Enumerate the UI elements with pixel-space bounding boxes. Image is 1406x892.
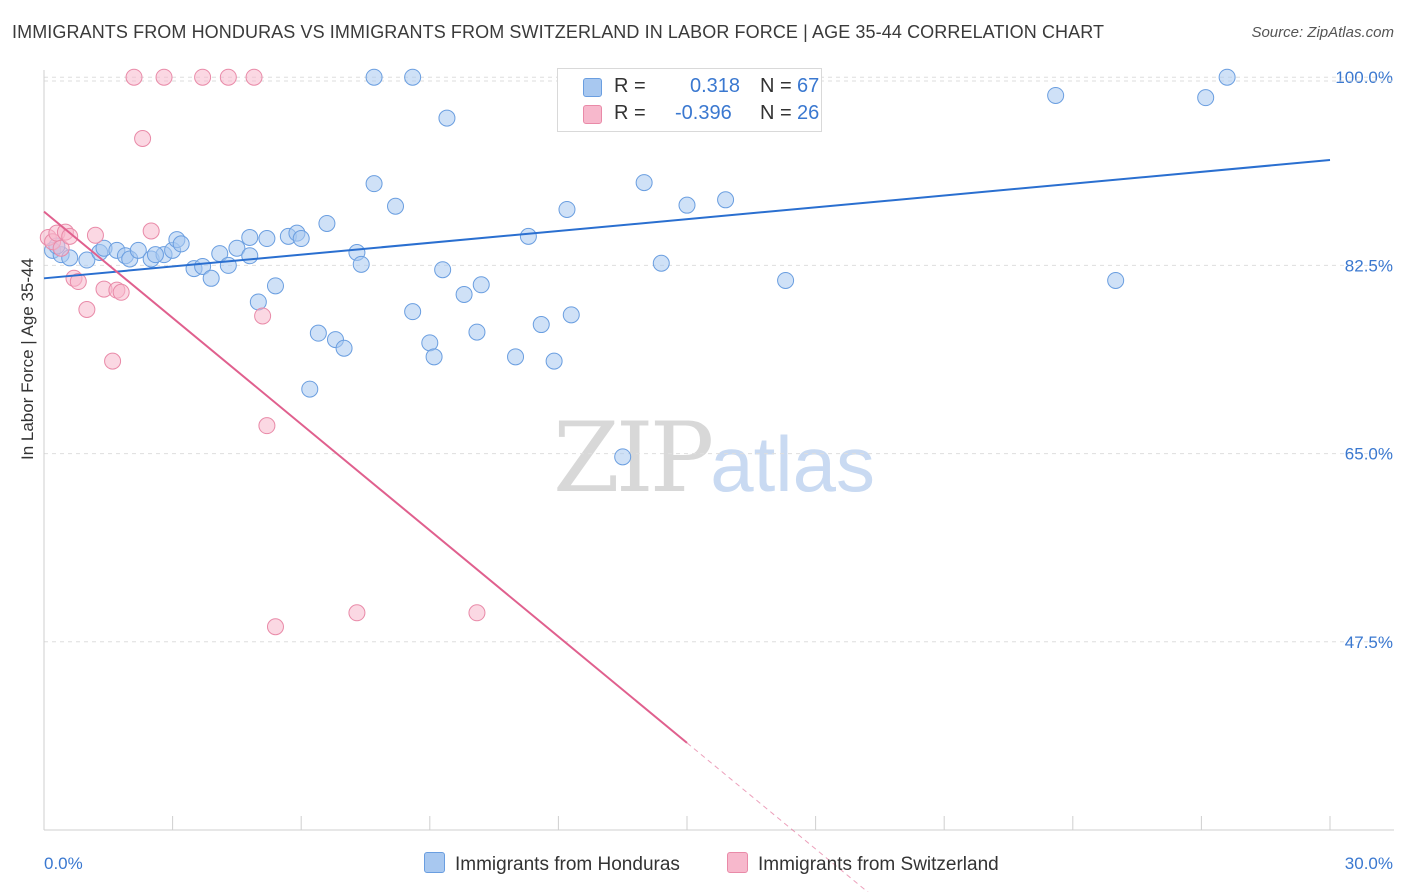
honduras-point [777,271,795,289]
honduras-point [241,228,259,246]
honduras-point [1047,86,1065,104]
honduras-point [219,256,237,274]
honduras-point [545,352,563,370]
honduras-point [438,109,456,127]
honduras-point [519,227,537,245]
legend-swatch-switzerland [583,105,602,124]
honduras-point [404,303,422,321]
honduras-point [78,251,96,269]
switzerland-point [266,618,284,636]
switzerland-trend-line [43,210,688,744]
switzerland-point [245,68,263,86]
honduras-point [129,241,147,259]
honduras-point [507,348,525,366]
bottom-legend-switzerland[interactable]: Immigrants from Switzerland [727,852,999,876]
honduras-point [241,247,259,265]
watermark: ZIPatlas [553,402,875,514]
legend-n-value-switzerland: 26 [797,102,820,124]
honduras-point [387,197,405,215]
bottom-legend-label-honduras: Immigrants from Honduras [455,854,680,875]
legend-n-value-honduras: 67 [797,75,820,97]
switzerland-point [78,300,96,318]
honduras-point [455,285,473,303]
switzerland-point [69,273,87,291]
honduras-point [404,68,422,86]
y-tick-label: 100.0% [1335,68,1393,87]
watermark-atlas: atlas [710,420,875,508]
switzerland-point [112,283,130,301]
bottom-legend-label-switzerland: Immigrants from Switzerland [758,854,999,875]
honduras-point [146,246,164,264]
honduras-point [1197,89,1215,107]
honduras-point [652,254,670,272]
honduras-point [614,448,632,466]
honduras-point [352,255,370,273]
honduras-point [309,324,327,342]
switzerland-point [254,307,272,325]
legend-n-label: N = [760,102,792,124]
legend-swatch-honduras [583,78,602,97]
y-tick-label: 65.0% [1345,445,1393,464]
honduras-point [318,214,336,232]
legend-r-label: R = [614,75,646,97]
honduras-point [468,323,486,341]
switzerland-point [155,68,173,86]
y-tick-label: 82.5% [1345,256,1393,275]
switzerland-point [52,239,70,257]
switzerland-point [125,68,143,86]
y-axis-label: In Labor Force | Age 35-44 [18,258,37,460]
honduras-trend-line [43,159,1331,280]
switzerland-point [61,227,79,245]
honduras-point [635,174,653,192]
honduras-point [558,200,576,218]
switzerland-point [134,130,152,148]
honduras-point [266,277,284,295]
switzerland-point [258,417,276,435]
switzerland-point [104,352,122,370]
watermark-zip: ZIP [553,402,714,514]
honduras-point [228,239,246,257]
x-tick-label: 30.0% [1345,854,1393,873]
honduras-point [292,230,310,248]
legend-r-value-switzerland: -0.396 [675,102,732,124]
honduras-point [425,348,443,366]
bottom-legend-swatch-switzerland [727,852,748,873]
honduras-point [1218,68,1236,86]
switzerland-point [142,222,160,240]
switzerland-point [468,604,486,622]
bottom-legend-honduras[interactable]: Immigrants from Honduras [424,852,680,876]
chart-title: IMMIGRANTS FROM HONDURAS VS IMMIGRANTS F… [12,22,1105,42]
honduras-point [365,68,383,86]
honduras-point [532,316,550,334]
honduras-point [678,196,696,214]
x-tick-label: 0.0% [44,854,83,873]
honduras-point [172,235,190,253]
source-label: Source: ZipAtlas.com [1251,24,1394,41]
y-tick-label: 47.5% [1345,633,1393,652]
honduras-point [301,380,319,398]
switzerland-point [194,68,212,86]
honduras-point [472,276,490,294]
switzerland-point [348,604,366,622]
legend-r-value-honduras: 0.318 [690,75,741,97]
honduras-point [335,339,353,357]
honduras-point [562,306,580,324]
honduras-point [258,230,276,248]
honduras-point [365,175,383,193]
legend-r-label: R = [614,102,646,124]
legend-n-label: N = [760,75,792,97]
correlation-legend: R = 0.318 N = 67 R = -0.396 N = 26 [557,68,822,132]
bottom-legend-swatch-honduras [424,852,445,873]
switzerland-point [86,226,104,244]
switzerland-trend-line-extension [686,742,869,892]
honduras-point [717,191,735,209]
switzerland-point [219,68,237,86]
honduras-point [202,269,220,287]
honduras-point [1107,271,1125,289]
honduras-point [434,261,452,279]
